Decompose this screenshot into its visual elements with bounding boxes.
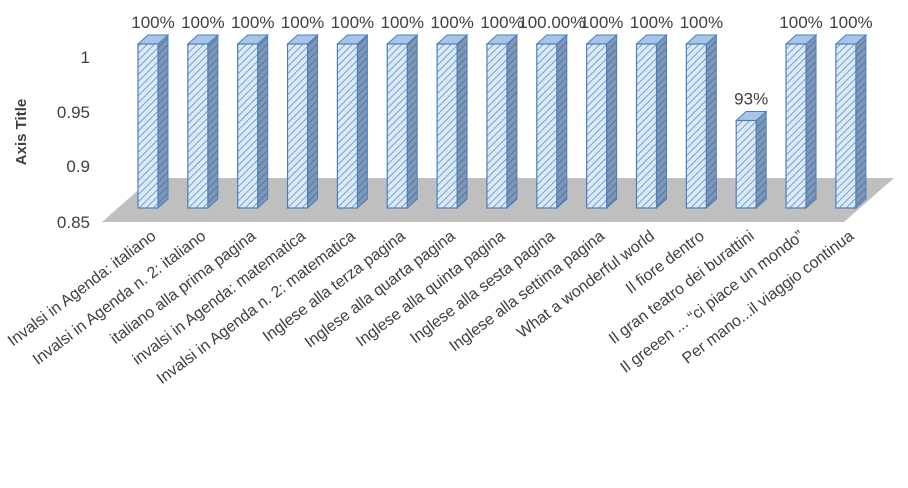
data-label: 100% [281, 13, 324, 32]
data-label: 100% [181, 13, 224, 32]
data-label: 100% [331, 13, 374, 32]
bar-front [237, 43, 259, 209]
data-label: 100% [430, 13, 473, 32]
bar: 93% [734, 90, 768, 210]
bar: 100% [281, 13, 324, 210]
bar-front [635, 43, 658, 209]
y-tick-label: 1 [81, 48, 90, 67]
bar-front [835, 43, 857, 209]
bar: 100% [580, 13, 623, 210]
data-label: 100.00% [518, 13, 585, 32]
bar-front [187, 43, 209, 209]
y-tick-label: 0.95 [57, 103, 90, 122]
bar-front [286, 43, 309, 209]
bar-side [157, 33, 169, 210]
bar: 100% [680, 13, 723, 210]
bar: 100% [131, 13, 175, 210]
bar-side [606, 33, 618, 210]
data-label: 100% [131, 13, 174, 32]
y-tick-label: 0.9 [66, 157, 90, 176]
bar: 100% [430, 13, 474, 210]
bar: 100% [779, 13, 823, 210]
bar-front [386, 43, 408, 209]
bar: 100% [480, 13, 524, 210]
bar-side [307, 33, 319, 210]
bar: 100% [829, 13, 873, 210]
bar-side [705, 33, 717, 210]
bar: 100% [181, 13, 225, 210]
data-label: 100% [630, 13, 673, 32]
bar-front [785, 43, 807, 209]
bar-side [257, 33, 269, 210]
y-axis-title: Axis Title [13, 99, 30, 165]
bar-front [336, 43, 358, 209]
data-label: 100% [829, 13, 872, 32]
bar-side [855, 33, 867, 210]
bar-side [356, 33, 368, 210]
bar-side [506, 33, 518, 210]
bars-layer: 100% 100% 100% 100% 100% 100% 100% 100%100.00%1… [131, 13, 873, 210]
bar: 100% [381, 13, 424, 210]
bar-side [207, 33, 219, 210]
bar: 100% [630, 13, 673, 210]
bar-side [656, 33, 667, 210]
bar-front [685, 43, 707, 209]
y-axis: 0.85 0.9 0.95 1 [57, 48, 90, 232]
bar-front [436, 43, 458, 209]
bar: 100% [231, 13, 274, 210]
bar-side [805, 33, 817, 210]
data-label: 100% [580, 13, 623, 32]
data-label: 93% [734, 90, 768, 109]
bar-front [735, 119, 757, 209]
bar: 100% [331, 13, 374, 210]
bar-side [406, 33, 418, 210]
data-label: 100% [680, 13, 723, 32]
bar-side [556, 33, 568, 210]
y-tick-label: 0.85 [57, 213, 90, 232]
bar-side [456, 33, 468, 210]
data-label: 100% [231, 13, 274, 32]
bar-front [137, 43, 159, 209]
bar-side [755, 110, 767, 210]
bar-front [586, 43, 608, 209]
data-label: 100% [779, 13, 822, 32]
data-label: 100% [480, 13, 523, 32]
bar: 100.00% [518, 13, 585, 210]
bar-front [536, 43, 558, 209]
bar-front [486, 43, 508, 209]
data-label: 100% [381, 13, 424, 32]
